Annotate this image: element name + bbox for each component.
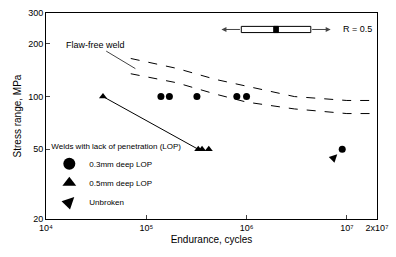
svg-text:0.5mm deep LOP: 0.5mm deep LOP — [89, 179, 152, 188]
svg-text:0.3mm deep LOP: 0.3mm deep LOP — [89, 160, 152, 169]
svg-text:50: 50 — [33, 144, 43, 154]
svg-text:100: 100 — [28, 92, 43, 102]
svg-text:Stress range, MPa: Stress range, MPa — [12, 74, 23, 157]
svg-text:Flaw-free weld: Flaw-free weld — [66, 40, 125, 50]
svg-text:R = 0.5: R = 0.5 — [343, 24, 372, 34]
svg-text:20: 20 — [33, 214, 43, 224]
svg-text:Endurance, cycles: Endurance, cycles — [171, 234, 253, 245]
svg-text:Unbroken: Unbroken — [89, 198, 124, 207]
svg-text:10⁴: 10⁴ — [39, 223, 53, 233]
svg-text:10⁵: 10⁵ — [139, 223, 153, 233]
svg-text:Welds with lack of penetration: Welds with lack of penetration (LOP) — [51, 142, 181, 151]
svg-text:10⁶: 10⁶ — [240, 223, 254, 233]
svg-text:2x10⁷: 2x10⁷ — [366, 223, 389, 233]
svg-text:10⁷: 10⁷ — [340, 223, 353, 233]
svg-text:300: 300 — [28, 8, 43, 18]
svg-text:200: 200 — [28, 39, 43, 49]
